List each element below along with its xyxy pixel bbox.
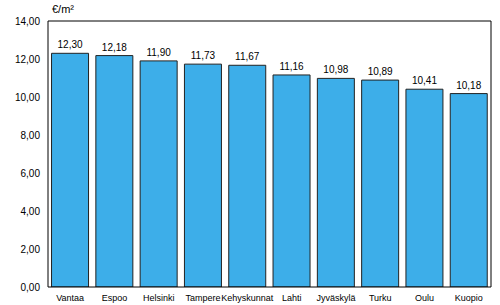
- html-text:€/m²: €/m²: [52, 3, 74, 15]
- svg-text:10,41: 10,41: [412, 75, 437, 86]
- svg-text:6,00: 6,00: [21, 168, 41, 179]
- svg-text:10,00: 10,00: [15, 92, 40, 103]
- svg-text:Tampere: Tampere: [186, 293, 221, 303]
- svg-text:12,00: 12,00: [15, 54, 40, 65]
- svg-text:Jyväskylä: Jyväskylä: [316, 293, 355, 303]
- svg-text:10,18: 10,18: [456, 80, 481, 91]
- svg-text:Oulu: Oulu: [415, 293, 434, 303]
- svg-text:Lahti: Lahti: [282, 293, 302, 303]
- svg-text:Kehyskunnat: Kehyskunnat: [221, 293, 274, 303]
- svg-text:8,00: 8,00: [21, 130, 41, 141]
- svg-text:10,89: 10,89: [368, 66, 393, 77]
- svg-text:Espoo: Espoo: [102, 293, 128, 303]
- svg-text:2,00: 2,00: [21, 244, 41, 255]
- svg-text:Kuopio: Kuopio: [455, 293, 483, 303]
- svg-text:0,00: 0,00: [21, 282, 41, 293]
- svg-text:12,30: 12,30: [58, 39, 83, 50]
- svg-text:11,67: 11,67: [235, 51, 260, 62]
- svg-text:Helsinki: Helsinki: [143, 293, 175, 303]
- svg-text:12,18: 12,18: [102, 42, 127, 53]
- svg-text:Turku: Turku: [369, 293, 392, 303]
- svg-text:11,16: 11,16: [279, 61, 304, 72]
- svg-text:11,90: 11,90: [146, 47, 171, 58]
- svg-text:4,00: 4,00: [21, 206, 41, 217]
- svg-text:14,00: 14,00: [15, 16, 40, 27]
- svg-text:10,98: 10,98: [323, 64, 348, 75]
- svg-text:Vantaa: Vantaa: [56, 293, 84, 303]
- svg-text:11,73: 11,73: [191, 50, 216, 61]
